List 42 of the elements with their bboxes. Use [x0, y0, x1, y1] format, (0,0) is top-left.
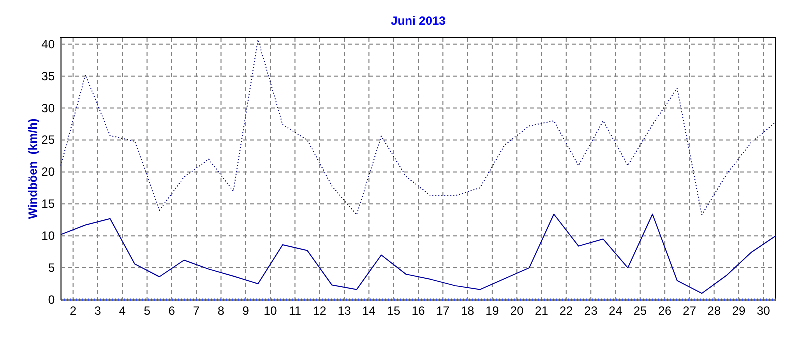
- chart-title: Juni 2013: [391, 14, 446, 28]
- x-tick-label: 11: [288, 304, 302, 318]
- line-series: [60, 214, 776, 294]
- x-tick-label: 13: [338, 304, 352, 318]
- x-tick-label: 10: [264, 304, 278, 318]
- x-tick-label: 2: [70, 304, 77, 318]
- y-tick-label: 0: [48, 293, 56, 307]
- x-tick-label: 9: [242, 304, 250, 318]
- x-tick-label: 30: [756, 304, 771, 318]
- x-tick-label: 4: [119, 304, 126, 318]
- y-tick-label: 10: [42, 229, 56, 244]
- x-tick-label: 17: [436, 304, 450, 318]
- x-tick-label: 5: [144, 304, 151, 318]
- x-tick-label: 18: [461, 304, 475, 318]
- x-tick-label: 6: [168, 304, 176, 318]
- x-tick-label: 23: [584, 304, 598, 318]
- x-tick-label: 25: [634, 304, 648, 318]
- x-tick-label: 15: [387, 304, 401, 318]
- x-tick-label: 21: [535, 304, 549, 318]
- x-tick-label: 7: [193, 304, 200, 318]
- y-tick-label: 5: [48, 261, 56, 276]
- y-tick-label: 25: [42, 133, 56, 148]
- x-tick-label: 28: [708, 304, 722, 318]
- x-tick-label: 24: [609, 304, 623, 318]
- y-axis-title: Windböen (km/h): [26, 118, 40, 220]
- x-tick-label: 16: [412, 304, 426, 318]
- x-tick-label: 22: [560, 304, 574, 318]
- y-tick-label: 40: [42, 37, 56, 52]
- y-tick-label: 15: [42, 197, 56, 212]
- y-tick-label: 30: [42, 101, 56, 116]
- x-tick-label: 8: [218, 304, 225, 318]
- x-tick-label: 19: [486, 304, 500, 318]
- line-series: [60, 39, 776, 216]
- x-tick-label: 26: [658, 304, 672, 318]
- x-tick-label: 3: [94, 304, 102, 318]
- y-tick-label: 35: [42, 69, 56, 84]
- x-tick-label: 12: [313, 304, 327, 318]
- x-tick-label: 14: [362, 304, 376, 318]
- y-tick-label: 20: [42, 165, 56, 180]
- x-tick-label: 27: [683, 304, 697, 318]
- x-tick-label: 20: [510, 304, 524, 318]
- x-tick-label: 29: [732, 304, 746, 318]
